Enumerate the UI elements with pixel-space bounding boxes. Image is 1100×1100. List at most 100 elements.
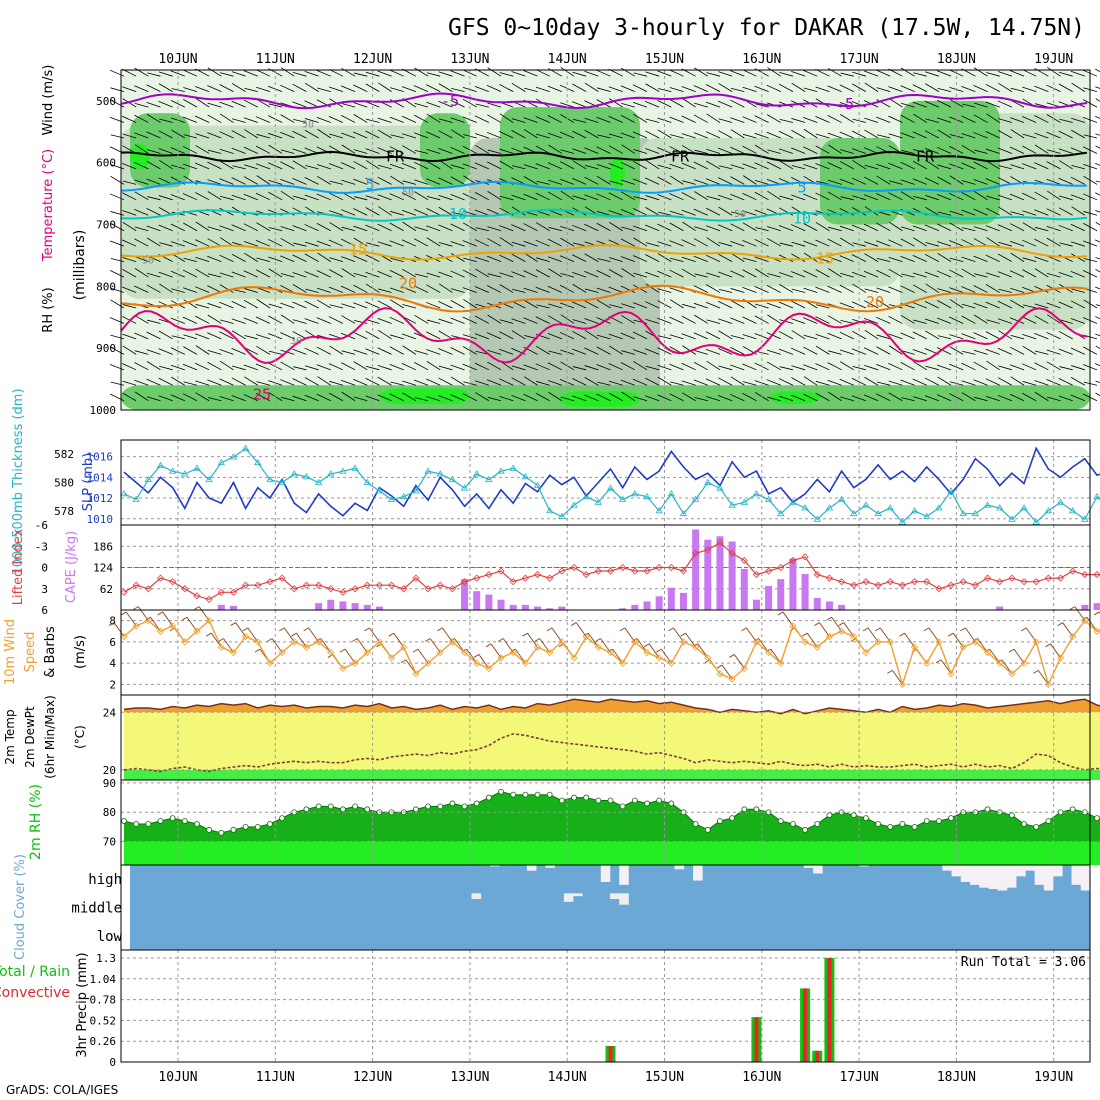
wind-barb xyxy=(341,256,356,263)
wind-barb xyxy=(962,227,976,232)
wind10m-barb-flag xyxy=(303,627,309,632)
wind10m-barb-flag xyxy=(741,627,747,632)
wind-barb xyxy=(389,240,404,247)
wind10m-barb-flag xyxy=(875,627,881,632)
wind-barb xyxy=(255,239,271,247)
thickness-point xyxy=(412,487,420,494)
wind-barb xyxy=(985,284,1000,293)
wind-barb xyxy=(632,208,648,216)
cape-bar xyxy=(534,606,542,610)
wind-barb xyxy=(693,114,708,123)
wind-barb xyxy=(340,209,356,216)
wind-barb xyxy=(572,224,587,232)
wind-barb xyxy=(1022,222,1037,232)
wind-barb xyxy=(694,314,709,324)
wind-barb xyxy=(1034,162,1049,170)
rh-point xyxy=(145,821,152,827)
wind10m-barb-flag xyxy=(887,669,893,674)
wind-barb xyxy=(596,87,611,93)
lifted-index-point xyxy=(1069,567,1077,575)
wind-barb xyxy=(961,192,976,201)
wind-barb xyxy=(754,268,769,278)
wind-barb xyxy=(973,361,988,371)
wind-barb xyxy=(693,332,708,340)
wind-barb xyxy=(231,147,246,154)
wind-barb xyxy=(851,377,867,386)
wind-barb xyxy=(937,164,952,170)
wind-barb xyxy=(487,114,502,123)
wind-barb xyxy=(803,393,818,402)
wind-barb xyxy=(231,395,246,402)
cape-bar xyxy=(655,596,663,610)
wind10m-barb-flag xyxy=(133,606,139,611)
wind10m-point xyxy=(1020,659,1028,667)
wind-barb xyxy=(329,257,344,263)
wind-barb xyxy=(219,237,234,247)
wind-barb xyxy=(292,225,307,232)
wind-barb xyxy=(219,272,234,278)
thickness-tick-label: 578 xyxy=(54,505,74,518)
cape-bar xyxy=(521,604,529,610)
wind10m-point xyxy=(643,648,651,657)
wind-barb xyxy=(109,317,125,324)
thickness-point xyxy=(582,492,590,500)
wind-barb xyxy=(560,149,575,154)
wind-barb xyxy=(487,273,502,278)
wind-barb xyxy=(292,348,307,355)
wind-barb xyxy=(937,87,952,93)
wind10m-point xyxy=(874,638,882,646)
wind-barb xyxy=(147,196,161,201)
wind-barb xyxy=(693,255,708,263)
wind10m-point xyxy=(606,648,615,657)
wind-barb xyxy=(474,380,490,386)
wind-barb xyxy=(170,394,185,402)
wind-barb xyxy=(924,100,940,108)
wind-barb xyxy=(328,86,344,93)
date-label-bottom: 15JUN xyxy=(645,1070,684,1085)
wind-barb xyxy=(182,193,198,201)
wind-barb xyxy=(1010,211,1025,216)
wind10m-barb xyxy=(198,606,210,621)
wind-barb xyxy=(997,147,1013,154)
wind-barb xyxy=(717,100,733,108)
wind10m-point xyxy=(144,617,152,625)
rh-point xyxy=(826,812,833,819)
wind-barb xyxy=(669,193,684,201)
wind-barb xyxy=(110,99,125,108)
wind-barb xyxy=(535,210,550,216)
wind-barb xyxy=(645,195,660,201)
thickness-point xyxy=(400,492,408,500)
wind-barb xyxy=(304,82,319,92)
thickness-point xyxy=(254,458,262,466)
wind-barb xyxy=(779,272,794,278)
wind-barb xyxy=(378,288,392,293)
thickness-point xyxy=(594,498,603,505)
li-tick-label: 3 xyxy=(41,583,48,596)
wind-barb xyxy=(146,149,161,154)
wind-barb xyxy=(353,114,368,123)
wind10m-point xyxy=(229,648,238,657)
wind-barb xyxy=(572,148,587,154)
wind-barb xyxy=(280,149,295,154)
lifted-index-point xyxy=(923,578,931,586)
thickness-point xyxy=(971,509,980,517)
wind10m-point xyxy=(801,638,809,646)
wind-barb xyxy=(937,364,952,371)
wind-barb xyxy=(243,117,258,123)
wind-barb xyxy=(997,318,1012,324)
wind-barb xyxy=(876,287,891,293)
wind-barb xyxy=(195,333,210,340)
wind-barb xyxy=(779,119,794,123)
wind-barb xyxy=(1058,71,1073,77)
wind-barb xyxy=(438,71,453,77)
wind-barb xyxy=(900,362,915,371)
wind-barb xyxy=(1070,223,1086,232)
wind-barb xyxy=(109,193,125,201)
wind-barb xyxy=(608,145,623,154)
wind10m-barb xyxy=(782,611,794,627)
wind-barb xyxy=(450,364,465,371)
thickness-point xyxy=(923,512,931,519)
wind-barb xyxy=(122,380,137,386)
wind10m-barb-flag xyxy=(923,627,930,632)
wind-barb xyxy=(669,87,684,93)
